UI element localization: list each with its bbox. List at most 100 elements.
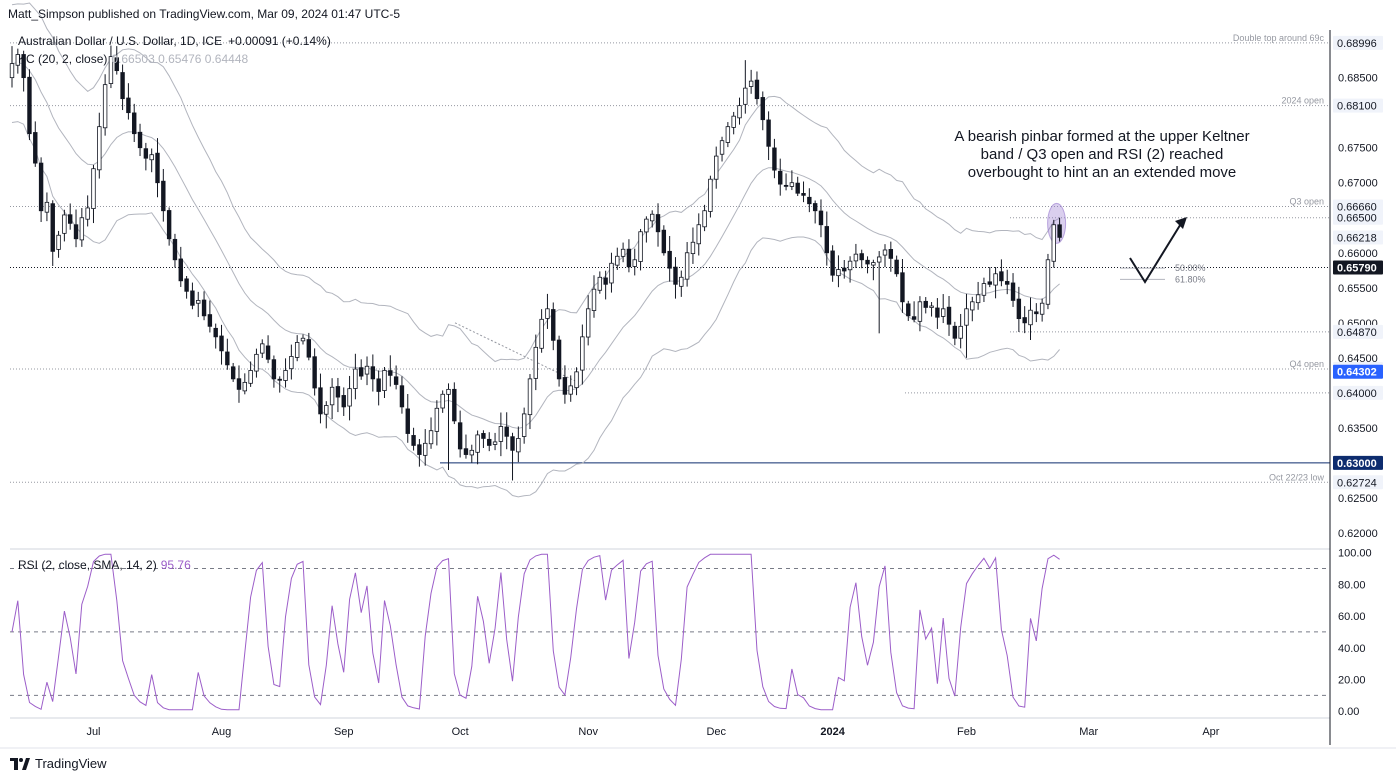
candle bbox=[1057, 217, 1062, 242]
price-badge[interactable]: 0.66218 bbox=[1333, 230, 1383, 245]
candle-body bbox=[504, 426, 509, 437]
candle-body bbox=[393, 376, 399, 385]
candle-body bbox=[1005, 281, 1010, 285]
candle-body bbox=[358, 367, 364, 377]
candle-body bbox=[859, 253, 864, 261]
candle bbox=[696, 213, 701, 256]
price-pane[interactable]: Double top around 69c 2024 open Q3 open Q4 … bbox=[9, 2, 1330, 547]
candle-body bbox=[562, 377, 568, 395]
candle bbox=[376, 370, 381, 406]
price-badge-label: 0.64000 bbox=[1337, 388, 1377, 400]
candle bbox=[143, 142, 149, 171]
candle bbox=[708, 175, 713, 218]
candle-body bbox=[207, 314, 213, 327]
level-label: Q3 open bbox=[1289, 197, 1324, 207]
candle bbox=[487, 432, 492, 452]
candle-body bbox=[876, 256, 882, 263]
candle-body bbox=[958, 325, 963, 339]
candle-body bbox=[370, 366, 376, 380]
candle-body bbox=[27, 76, 32, 135]
candle bbox=[970, 296, 975, 322]
level-label: Oct 22/23 low bbox=[1269, 472, 1325, 482]
candle-body bbox=[79, 217, 85, 241]
candle bbox=[842, 260, 847, 279]
rsi-legend[interactable]: RSI (2, close, SMA, 14, 2) 95.76 bbox=[18, 558, 191, 572]
candle bbox=[702, 204, 707, 232]
candle bbox=[161, 168, 166, 222]
candle bbox=[812, 200, 818, 224]
kc-label: KC (20, 2, close) bbox=[18, 52, 108, 66]
candle bbox=[929, 302, 934, 317]
price-axis[interactable]: 0.620000.625000.635000.645000.650000.655… bbox=[1333, 35, 1383, 540]
price-badge[interactable]: 0.68100 bbox=[1333, 98, 1383, 113]
candle bbox=[335, 377, 341, 413]
price-badge[interactable]: 0.66660 bbox=[1333, 199, 1383, 214]
publisher-line: Matt_Simpson published on TradingView.co… bbox=[8, 7, 400, 21]
candle-body bbox=[114, 57, 119, 72]
price-badge[interactable]: 0.68996 bbox=[1333, 35, 1383, 50]
candle bbox=[56, 230, 61, 258]
candle-body bbox=[521, 413, 527, 437]
candle-body bbox=[737, 105, 742, 119]
symbol-legend[interactable]: Australian Dollar / U.S. Dollar, 1D, ICE… bbox=[18, 34, 331, 48]
candle-body bbox=[190, 290, 195, 306]
time-axis[interactable]: Jul Aug Sep Oct Nov Dec 2024 Feb Mar Apr bbox=[86, 726, 1219, 738]
price-badge-bg bbox=[1333, 475, 1383, 490]
price-badge[interactable]: 0.66500 bbox=[1333, 210, 1383, 225]
price-badge[interactable]: 0.64302 bbox=[1333, 364, 1383, 379]
candle-body bbox=[33, 132, 38, 164]
candle bbox=[533, 334, 538, 391]
candle-body bbox=[702, 210, 707, 228]
candle-body bbox=[463, 448, 469, 455]
candle-body bbox=[242, 381, 247, 392]
candle bbox=[9, 46, 15, 88]
candle-body bbox=[626, 248, 632, 268]
candle-body bbox=[708, 178, 713, 212]
price-badge[interactable]: 0.64000 bbox=[1333, 385, 1383, 400]
candle bbox=[620, 242, 626, 263]
candle bbox=[1028, 297, 1033, 341]
candle bbox=[492, 432, 498, 451]
rsi-axis[interactable]: 100.00 80.00 60.00 40.00 20.00 0.00 bbox=[1338, 548, 1372, 719]
candle bbox=[225, 338, 230, 370]
candle bbox=[644, 216, 649, 243]
candle bbox=[824, 211, 829, 266]
candle-body bbox=[574, 371, 579, 389]
candle-body bbox=[725, 126, 731, 143]
candle bbox=[277, 376, 282, 393]
candle-body bbox=[260, 343, 265, 354]
tradingview-brand[interactable]: TradingView bbox=[10, 756, 107, 771]
candle bbox=[62, 209, 67, 242]
candle bbox=[545, 293, 550, 329]
candle bbox=[714, 146, 719, 189]
candle bbox=[358, 359, 364, 380]
candle bbox=[836, 255, 841, 288]
candle-body bbox=[230, 366, 236, 380]
candle-body bbox=[865, 259, 870, 265]
price-badge[interactable]: 0.64870 bbox=[1333, 324, 1383, 339]
candle-body bbox=[894, 259, 899, 275]
rsi-line bbox=[11, 553, 1060, 711]
level-label: Q4 open bbox=[1289, 359, 1324, 369]
candle-body bbox=[62, 214, 67, 234]
candle-body bbox=[329, 386, 335, 406]
kc-legend[interactable]: KC (20, 2, close) 0.66503 0.65476 0.64448 bbox=[18, 52, 248, 66]
price-badge[interactable]: 0.63000 bbox=[1333, 455, 1383, 470]
candle-body bbox=[236, 378, 242, 390]
candle-body bbox=[719, 140, 725, 155]
fib-label: 61.80% bbox=[1175, 274, 1206, 284]
candle-body bbox=[15, 54, 21, 66]
price-badge[interactable]: 0.62724 bbox=[1333, 475, 1383, 490]
candle bbox=[457, 410, 463, 458]
price-badge[interactable]: 0.65790 bbox=[1333, 260, 1383, 275]
candle bbox=[283, 358, 288, 388]
candle-body bbox=[644, 218, 649, 233]
rsi-pane[interactable] bbox=[10, 553, 1330, 711]
rsi-label: RSI (2, close, SMA, 14, 2) bbox=[18, 558, 157, 572]
candle-body bbox=[731, 115, 736, 128]
candle-body bbox=[667, 250, 672, 269]
price-badge-label: 0.64870 bbox=[1337, 327, 1377, 339]
candle bbox=[690, 227, 696, 264]
candle-body bbox=[853, 253, 859, 262]
